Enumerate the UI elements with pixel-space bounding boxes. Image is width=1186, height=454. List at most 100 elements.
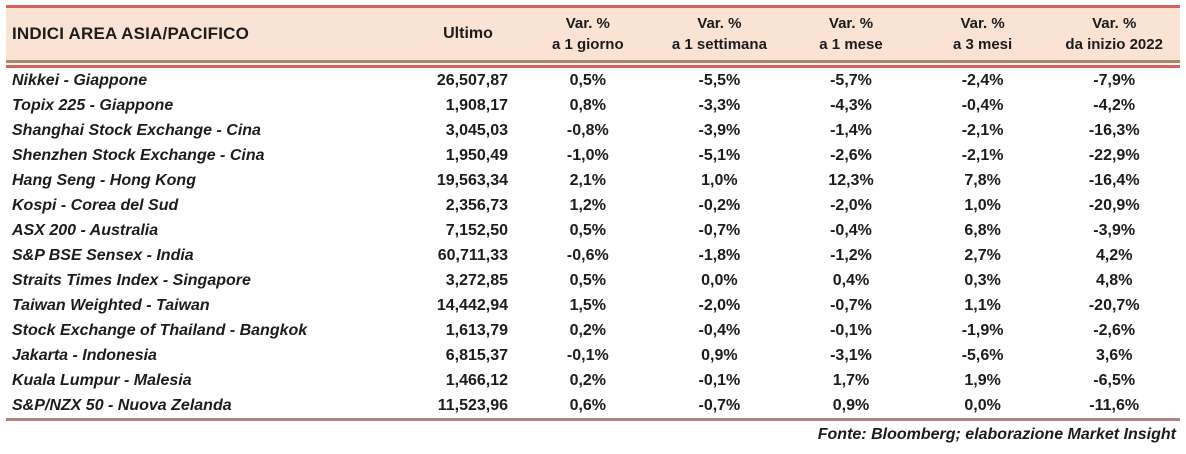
var-1-settimana-value: -3,3% — [698, 96, 741, 114]
var-period: a 1 giorno — [551, 36, 624, 53]
var-period: a 1 settimana — [671, 36, 767, 53]
ultimo-value: 11,523,96 — [437, 396, 508, 414]
var-inizio-2022-value: 4,2% — [1095, 246, 1133, 264]
var-1-giorno-value: 0,2% — [569, 371, 607, 389]
var-period: a 3 mesi — [952, 36, 1013, 53]
var-inizio-2022-value: -3,9% — [1093, 221, 1136, 239]
var-1-mese-value: -0,1% — [830, 321, 872, 339]
top-rule — [6, 5, 1180, 8]
var-1-mese-value: 12,3% — [828, 171, 874, 189]
ultimo-value: 1,908,17 — [445, 96, 508, 114]
var-inizio-2022-value: 4,8% — [1095, 271, 1133, 289]
table-row: Nikkei - Giappone 26,507,87 0,5% -5,5% -… — [6, 68, 1180, 93]
var-label: Var. % — [697, 15, 742, 32]
var-inizio-2022-value: -11,6% — [1089, 396, 1140, 414]
var-1-settimana-value: 0,9% — [701, 346, 738, 364]
table-row: Kospi - Corea del Sud 2,356,73 1,2% -0,2… — [6, 193, 1180, 218]
var-3-mesi-value: -0,4% — [961, 96, 1004, 114]
var-1-giorno-value: 0,8% — [569, 96, 607, 114]
var-label: Var. % — [828, 15, 874, 32]
var-1-settimana-value: -2,0% — [698, 296, 741, 314]
var-1-mese-value: 1,7% — [832, 371, 870, 389]
var-1-settimana-value: 0,0% — [701, 271, 738, 289]
var-3-mesi-value: 0,0% — [964, 396, 1001, 414]
var-1-giorno-value: -0,8% — [566, 121, 609, 139]
index-name: Topix 225 - Giappone — [12, 96, 174, 114]
var-3-mesi-value: 2,7% — [964, 246, 1001, 264]
var-inizio-2022-value: -20,7% — [1088, 296, 1140, 314]
var-1-settimana-value: 1,0% — [701, 171, 738, 189]
var-inizio-2022-value: -7,9% — [1093, 71, 1136, 89]
var-inizio-2022-value: -6,5% — [1093, 371, 1136, 389]
var-1-giorno-value: 0,2% — [569, 321, 607, 339]
var-1-mese-value: -0,4% — [830, 221, 872, 239]
var-1-mese-value: 0,4% — [832, 271, 870, 289]
var-inizio-2022-value: -22,9% — [1088, 146, 1140, 164]
var-label: Var. % — [1092, 15, 1137, 32]
ultimo-value: 3,045,03 — [445, 121, 508, 139]
var-1-giorno-value: -0,1% — [566, 346, 609, 364]
table-body: Nikkei - Giappone 26,507,87 0,5% -5,5% -… — [6, 68, 1180, 418]
header-rule-brown — [6, 60, 1180, 63]
var-3-mesi-value: 6,8% — [964, 221, 1001, 239]
var-1-mese-value: -3,1% — [830, 346, 872, 364]
ultimo-value: 1,466,12 — [445, 371, 508, 389]
table-row: Jakarta - Indonesia 6,815,37 -0,1% 0,9% … — [6, 343, 1180, 368]
ultimo-value: 14,442,94 — [436, 296, 508, 314]
var-label: Var. % — [960, 15, 1005, 32]
index-name: Shanghai Stock Exchange - Cina — [12, 121, 261, 139]
column-header-ultimo: Ultimo — [443, 25, 493, 42]
var-inizio-2022-value: 3,6% — [1095, 346, 1133, 364]
index-name: Kospi - Corea del Sud — [12, 196, 179, 214]
var-1-mese-value: -1,4% — [830, 121, 872, 139]
var-3-mesi-value: -2,1% — [961, 121, 1004, 139]
column-header-var-1-settimana: Var. % a 1 settimana — [654, 13, 786, 55]
table-row: Shenzhen Stock Exchange - Cina 1,950,49 … — [6, 143, 1180, 168]
table-row: Stock Exchange of Thailand - Bangkok 1,6… — [6, 318, 1180, 343]
index-name: Taiwan Weighted - Taiwan — [12, 296, 210, 314]
index-name: S&P/NZX 50 - Nuova Zelanda — [12, 396, 232, 414]
ultimo-value: 6,815,37 — [445, 346, 508, 364]
var-1-giorno-value: -0,6% — [566, 246, 609, 264]
var-1-giorno-value: 2,1% — [569, 171, 607, 189]
var-1-settimana-value: -0,4% — [698, 321, 741, 339]
table-row: S&P/NZX 50 - Nuova Zelanda 11,523,96 0,6… — [6, 393, 1180, 418]
var-period: a 1 mese — [819, 36, 883, 53]
table-row: Topix 225 - Giappone 1,908,17 0,8% -3,3%… — [6, 93, 1180, 118]
var-1-settimana-value: -5,5% — [698, 71, 741, 89]
table-row: Taiwan Weighted - Taiwan 14,442,94 1,5% … — [6, 293, 1180, 318]
var-1-mese-value: -2,0% — [830, 196, 872, 214]
var-3-mesi-value: -2,4% — [961, 71, 1004, 89]
table-row: ASX 200 - Australia 7,152,50 0,5% -0,7% … — [6, 218, 1180, 243]
index-name: Hang Seng - Hong Kong — [12, 171, 196, 189]
ultimo-value: 19,563,34 — [436, 171, 508, 189]
var-1-settimana-value: -0,7% — [698, 396, 741, 414]
var-1-giorno-value: 1,5% — [569, 296, 607, 314]
var-1-settimana-value: -1,8% — [698, 246, 741, 264]
table-row: Hang Seng - Hong Kong 19,563,34 2,1% 1,0… — [6, 168, 1180, 193]
var-inizio-2022-value: -16,4% — [1088, 171, 1140, 189]
var-inizio-2022-value: -2,6% — [1093, 321, 1136, 339]
var-1-settimana-value: -5,1% — [698, 146, 741, 164]
var-3-mesi-value: -5,6% — [961, 346, 1004, 364]
var-3-mesi-value: 1,1% — [964, 296, 1001, 314]
index-name: ASX 200 - Australia — [12, 221, 159, 239]
var-period: da inizio 2022 — [1065, 36, 1163, 53]
var-inizio-2022-value: -4,2% — [1093, 96, 1136, 114]
var-1-mese-value: -0,7% — [830, 296, 872, 314]
var-1-settimana-value: -3,9% — [698, 121, 741, 139]
column-header-var-inizio-2022: Var. % da inizio 2022 — [1048, 13, 1180, 55]
var-1-settimana-value: -0,2% — [698, 196, 741, 214]
table-row: Shanghai Stock Exchange - Cina 3,045,03 … — [6, 118, 1180, 143]
var-3-mesi-value: -2,1% — [961, 146, 1004, 164]
ultimo-value: 3,272,85 — [445, 271, 508, 289]
ultimo-value: 7,152,50 — [445, 221, 508, 239]
var-1-giorno-value: 0,6% — [569, 396, 607, 414]
column-header-var-1-mese: Var. % a 1 mese — [785, 13, 917, 55]
var-1-mese-value: -2,6% — [830, 146, 872, 164]
var-3-mesi-value: 1,9% — [964, 371, 1001, 389]
header-rule-red — [6, 65, 1180, 68]
ultimo-value: 60,711,33 — [437, 246, 508, 264]
var-1-settimana-value: -0,1% — [698, 371, 741, 389]
